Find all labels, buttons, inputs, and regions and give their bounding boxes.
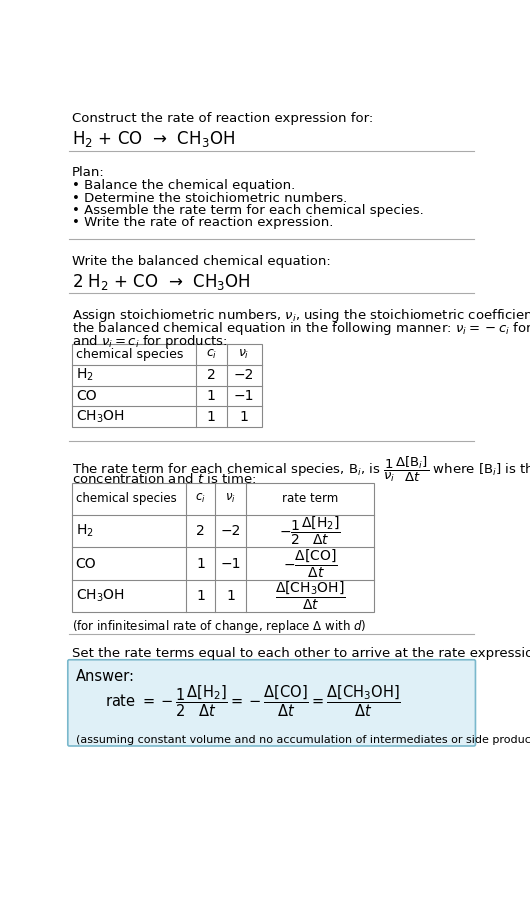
Text: the balanced chemical equation in the following manner: $\nu_i = -c_i$ for react: the balanced chemical equation in the fo… — [72, 320, 530, 338]
Text: 1: 1 — [196, 589, 205, 602]
Text: rate $= -\dfrac{1}{2}\dfrac{\Delta[\mathrm{H_2}]}{\Delta t} = -\dfrac{\Delta[\ma: rate $= -\dfrac{1}{2}\dfrac{\Delta[\math… — [105, 683, 401, 719]
Text: $\nu_i$: $\nu_i$ — [238, 348, 250, 361]
FancyBboxPatch shape — [68, 660, 475, 746]
Text: $c_i$: $c_i$ — [206, 348, 217, 361]
Text: CO: CO — [76, 557, 96, 571]
Text: CH$_3$OH: CH$_3$OH — [76, 409, 125, 425]
Text: $-\dfrac{1}{2}\dfrac{\Delta[\mathrm{H_2}]}{\Delta t}$: $-\dfrac{1}{2}\dfrac{\Delta[\mathrm{H_2}… — [279, 515, 341, 547]
Text: −2: −2 — [234, 369, 254, 382]
Text: Assign stoichiometric numbers, $\nu_i$, using the stoichiometric coefficients, $: Assign stoichiometric numbers, $\nu_i$, … — [72, 307, 530, 324]
Text: −1: −1 — [234, 389, 254, 403]
Text: 1: 1 — [240, 410, 249, 424]
Text: Write the balanced chemical equation:: Write the balanced chemical equation: — [72, 255, 330, 268]
Bar — [72, 344, 261, 427]
Text: $\dfrac{\Delta[\mathrm{CH_3OH}]}{\Delta t}$: $\dfrac{\Delta[\mathrm{CH_3OH}]}{\Delta … — [275, 580, 345, 612]
Text: chemical species: chemical species — [76, 492, 176, 505]
Text: Construct the rate of reaction expression for:: Construct the rate of reaction expressio… — [72, 112, 373, 126]
Text: (for infinitesimal rate of change, replace Δ with $d$): (for infinitesimal rate of change, repla… — [72, 618, 366, 635]
Text: $c_i$: $c_i$ — [196, 492, 206, 505]
Text: • Assemble the rate term for each chemical species.: • Assemble the rate term for each chemic… — [72, 204, 423, 217]
Text: rate term: rate term — [282, 492, 338, 505]
Bar — [72, 482, 374, 612]
Text: The rate term for each chemical species, B$_i$, is $\dfrac{1}{\nu_i}\dfrac{\Delt: The rate term for each chemical species,… — [72, 455, 530, 484]
Text: 2: 2 — [196, 524, 205, 538]
Text: • Balance the chemical equation.: • Balance the chemical equation. — [72, 179, 295, 192]
Text: −1: −1 — [220, 557, 241, 571]
Text: concentration and $t$ is time:: concentration and $t$ is time: — [72, 472, 256, 486]
Text: (assuming constant volume and no accumulation of intermediates or side products): (assuming constant volume and no accumul… — [76, 735, 530, 745]
Text: and $\nu_i = c_i$ for products:: and $\nu_i = c_i$ for products: — [72, 333, 227, 350]
Text: chemical species: chemical species — [76, 348, 184, 361]
Text: • Determine the stoichiometric numbers.: • Determine the stoichiometric numbers. — [72, 192, 347, 205]
Text: 1: 1 — [207, 389, 216, 403]
Text: 1: 1 — [207, 410, 216, 424]
Text: H$_2$: H$_2$ — [76, 523, 93, 540]
Text: Set the rate terms equal to each other to arrive at the rate expression:: Set the rate terms equal to each other t… — [72, 647, 530, 661]
Text: CH$_3$OH: CH$_3$OH — [76, 588, 125, 604]
Text: 2: 2 — [207, 369, 216, 382]
Text: H$_2$ + CO  →  CH$_3$OH: H$_2$ + CO → CH$_3$OH — [72, 129, 235, 149]
Text: −2: −2 — [220, 524, 241, 538]
Text: 2 H$_2$ + CO  →  CH$_3$OH: 2 H$_2$ + CO → CH$_3$OH — [72, 272, 251, 292]
Text: Answer:: Answer: — [76, 669, 135, 684]
Text: $-\dfrac{\Delta[\mathrm{CO}]}{\Delta t}$: $-\dfrac{\Delta[\mathrm{CO}]}{\Delta t}$ — [282, 547, 337, 580]
Text: $\nu_i$: $\nu_i$ — [225, 492, 236, 505]
Text: H$_2$: H$_2$ — [76, 367, 94, 383]
Text: 1: 1 — [196, 557, 205, 571]
Text: • Write the rate of reaction expression.: • Write the rate of reaction expression. — [72, 217, 333, 229]
Text: CO: CO — [76, 389, 97, 403]
Text: 1: 1 — [226, 589, 235, 602]
Text: Plan:: Plan: — [72, 167, 104, 179]
